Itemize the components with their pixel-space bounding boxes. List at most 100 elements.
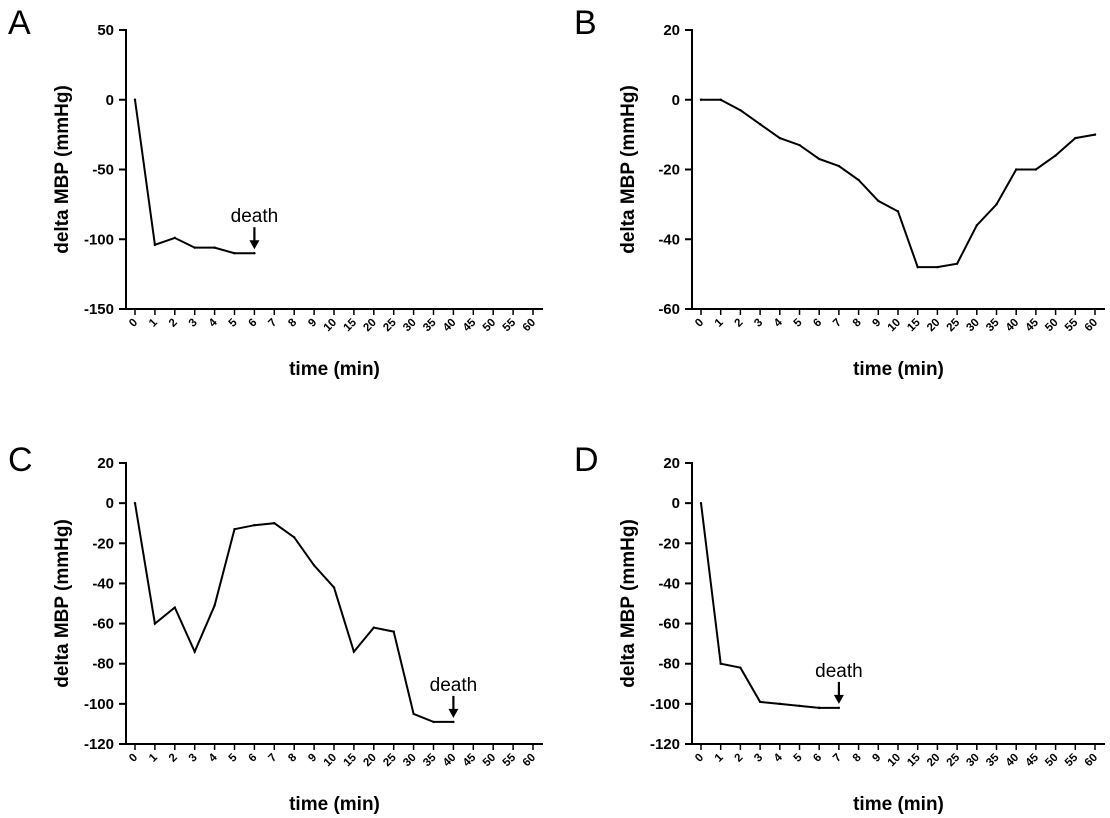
death-annotation: death: [231, 206, 279, 250]
x-tick-label: 4: [772, 751, 785, 764]
y-tick-label: -60: [92, 616, 114, 633]
y-tick-label: -60: [658, 301, 680, 318]
x-tick-label: 55: [501, 751, 519, 769]
x-tick-label: 15: [341, 316, 359, 334]
death-label: death: [430, 675, 478, 696]
data-point: [818, 157, 821, 161]
data-point: [213, 604, 216, 607]
x-tick-label: 35: [984, 751, 1002, 769]
data-point: [213, 246, 216, 249]
x-tick-label: 60: [521, 317, 539, 335]
y-tick-label: -40: [658, 575, 680, 592]
x-tick-label: 9: [870, 317, 883, 330]
arrow-head-icon: [833, 694, 844, 704]
x-tick-label: 0: [693, 752, 706, 765]
x-tick-label: 60: [521, 752, 539, 770]
x-tick-label: 6: [247, 752, 260, 765]
x-tick-label: 50: [1043, 752, 1061, 770]
data-point: [312, 564, 316, 567]
x-tick-label: 0: [127, 752, 140, 765]
data-point: [412, 712, 415, 716]
data-point: [173, 236, 176, 240]
data-point: [719, 98, 722, 101]
data-point: [253, 524, 256, 527]
data-point: [1074, 136, 1077, 140]
x-tick-label: 9: [306, 317, 319, 330]
data-point: [432, 720, 435, 724]
y-tick-label: 0: [106, 92, 114, 109]
data-point: [233, 528, 236, 531]
data-point: [837, 706, 841, 710]
x-tick-label: 25: [381, 316, 399, 334]
x-tick-label: 45: [461, 316, 479, 334]
x-tick-label: 25: [945, 316, 963, 334]
x-tick-label: 4: [207, 316, 220, 329]
x-tick-label: 40: [1004, 752, 1022, 770]
data-point: [352, 650, 356, 653]
series-line: [700, 502, 839, 709]
x-tick-label: 9: [870, 752, 883, 765]
x-tick-label: 15: [905, 316, 923, 334]
x-tick-label: 45: [1023, 316, 1041, 334]
x-tick-label: 30: [401, 752, 419, 770]
y-tick-label: 20: [97, 455, 114, 472]
y-tick-label: 50: [97, 22, 114, 39]
x-axis-title: time (min): [289, 794, 380, 815]
x-tick-label: 20: [925, 752, 943, 770]
data-point: [133, 98, 137, 101]
data-point: [936, 265, 939, 269]
x-tick-label: 3: [187, 752, 200, 765]
x-tick-label: 0: [693, 317, 706, 330]
x-tick-label: 10: [886, 317, 904, 335]
x-tick-label: 40: [1004, 317, 1022, 335]
arrow-head-icon: [249, 240, 260, 250]
y-tick-label: -60: [658, 616, 680, 633]
data-point: [1034, 168, 1038, 171]
x-tick-label: 40: [441, 752, 459, 770]
y-tick-label: -40: [92, 575, 114, 592]
data-point: [995, 203, 998, 206]
data-point: [739, 666, 742, 669]
data-point: [837, 164, 841, 168]
data-point: [193, 246, 196, 249]
panel-letter: D: [574, 441, 599, 479]
x-tick-label: 50: [481, 317, 499, 335]
x-tick-label: 7: [831, 317, 844, 330]
data-point: [233, 252, 236, 255]
data-point: [1015, 168, 1018, 171]
data-point: [739, 109, 742, 112]
data-point: [699, 501, 703, 505]
data-point: [798, 704, 801, 708]
data-point: [1054, 154, 1057, 157]
data-point: [955, 262, 959, 265]
data-point: [719, 662, 722, 665]
x-tick-label: 50: [481, 752, 499, 770]
x-tick-label: 5: [227, 751, 240, 764]
data-point: [896, 210, 900, 213]
y-tick-label: 0: [672, 92, 680, 109]
x-tick-label: 20: [361, 752, 379, 770]
x-tick-label: 3: [187, 317, 200, 330]
x-tick-label: 20: [361, 317, 379, 335]
data-point: [699, 98, 703, 101]
x-tick-label: 15: [341, 751, 359, 769]
data-point: [975, 224, 978, 227]
x-tick-label: 35: [984, 316, 1002, 334]
death-label: death: [231, 206, 279, 227]
x-tick-label: 5: [792, 316, 805, 329]
x-tick-label: 50: [1043, 317, 1061, 335]
data-point: [153, 243, 157, 247]
data-point: [193, 650, 196, 653]
x-tick-label: 8: [286, 751, 299, 764]
y-tick-label: -100: [84, 696, 114, 713]
death-annotation: death: [815, 661, 863, 704]
x-tick-label: 45: [461, 751, 479, 769]
data-point: [173, 606, 176, 609]
x-tick-label: 35: [421, 316, 439, 334]
x-tick-label: 5: [227, 316, 240, 329]
x-tick-label: 20: [925, 317, 943, 335]
y-tick-label: -20: [658, 535, 680, 552]
x-tick-label: 1: [713, 751, 726, 764]
